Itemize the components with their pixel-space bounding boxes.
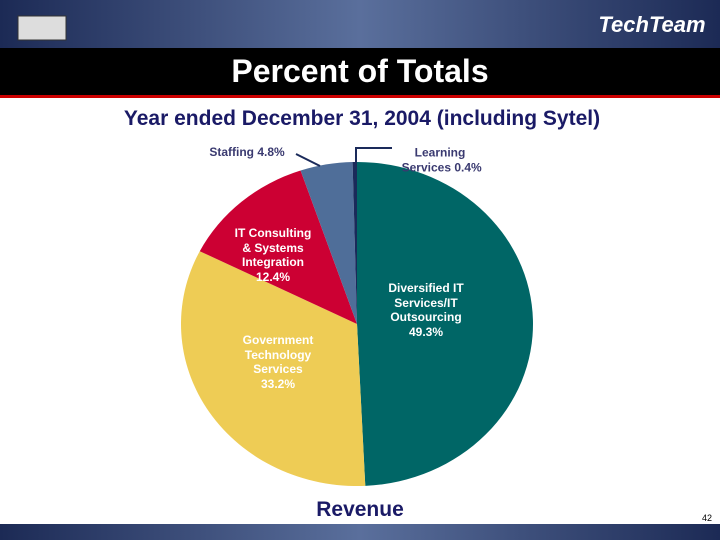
value-label: 12.4% [255, 269, 291, 284]
title: Percent of Totals [231, 53, 488, 89]
value-label: 49.3% [408, 324, 444, 339]
title-rule [0, 95, 720, 98]
value-label: 0.4% [454, 160, 482, 174]
pie [181, 162, 533, 486]
value-label: 33.2% [260, 376, 296, 391]
title-band [0, 48, 720, 95]
value-label: 4.8% [257, 144, 285, 159]
pie-slice [357, 162, 533, 486]
slice-label: Government Technology Services 33.2% [243, 333, 314, 391]
category-label: Staffing [209, 144, 254, 159]
leader-line [295, 153, 321, 167]
slice-label: Learning Services 0.4% [398, 145, 482, 175]
pie-slice [181, 251, 366, 486]
slice-label: IT Consulting & Systems Integration 12.4… [235, 226, 312, 284]
iso-logo [17, 15, 67, 41]
pie-slice [300, 162, 357, 324]
pie-slice [199, 170, 357, 324]
category-label: Diversified IT Services/IT Outsourcing [388, 281, 464, 324]
subtitle: Year ended December 31, 2004 (including … [124, 107, 600, 130]
header-band [0, 0, 720, 48]
logo: TechTeam [598, 12, 705, 37]
slice-label: Diversified IT Services/IT Outsourcing 4… [388, 281, 463, 339]
category-label: Learning Services [401, 145, 466, 175]
category-label: Government Technology Services [242, 333, 314, 376]
chart-title: Revenue [316, 498, 404, 521]
page-number: 42 [702, 513, 712, 523]
footer-band [0, 524, 720, 540]
pie-slice [352, 162, 357, 324]
leader-line [355, 147, 392, 172]
category-label: IT Consulting & Systems Integration [234, 226, 312, 269]
slice-label: Staffing 4.8% [209, 145, 284, 160]
